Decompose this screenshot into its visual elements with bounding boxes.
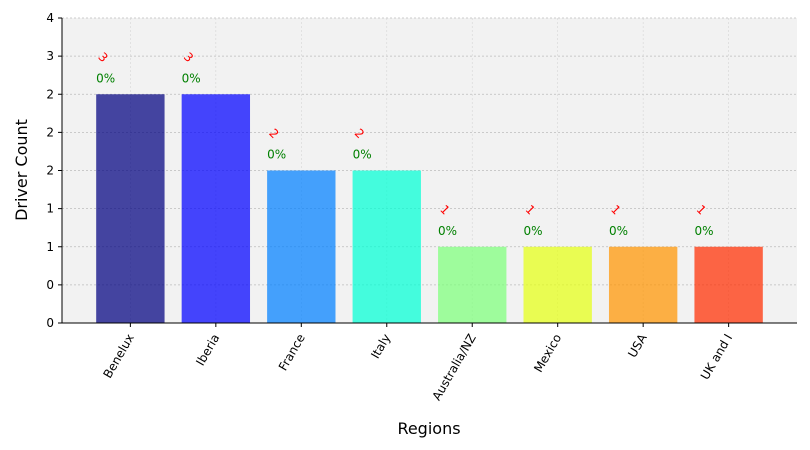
x-tick-label: Australia/NZ xyxy=(430,332,479,403)
y-axis-title: Driver Count xyxy=(12,119,31,221)
x-tick-label: UK and I xyxy=(698,332,735,383)
y-tick-label: 1 xyxy=(46,240,54,254)
percent-label: 0% xyxy=(267,148,286,162)
percent-label: 0% xyxy=(96,71,115,85)
bar-8 xyxy=(694,246,763,323)
bar-6 xyxy=(523,246,592,323)
y-tick-label: 1 xyxy=(46,202,54,216)
x-tick-label: Mexico xyxy=(531,332,564,375)
percent-label: 0% xyxy=(182,71,201,85)
x-tick-group: Benelux Iberia France Italy Australia/NZ Mexi… xyxy=(101,323,735,403)
x-tick-label: France xyxy=(276,332,308,374)
y-tick-label: 0 xyxy=(46,316,54,330)
x-axis-title: Regions xyxy=(397,419,460,438)
x-tick-label: Benelux xyxy=(101,332,137,381)
percent-label: 0% xyxy=(438,224,457,238)
bar-7 xyxy=(608,246,678,323)
y-tick-label: 3 xyxy=(46,49,54,63)
percent-label: 0% xyxy=(524,224,543,238)
x-tick-label: Italy xyxy=(368,332,393,362)
percent-label: 0% xyxy=(609,224,628,238)
x-tick-label: Iberia xyxy=(193,332,222,369)
percent-label: 0% xyxy=(353,148,372,162)
bars-group xyxy=(96,94,763,323)
percent-label: 0% xyxy=(694,224,713,238)
bar-2 xyxy=(181,94,251,323)
bar-3 xyxy=(267,170,336,323)
y-tick-label: 2 xyxy=(46,125,54,139)
bar-4 xyxy=(352,170,421,323)
y-tick-group: 0 0 1 1 2 2 2 3 4 xyxy=(46,11,62,330)
bar-1 xyxy=(96,94,165,323)
bar-5 xyxy=(438,246,507,323)
x-tick-label: USA xyxy=(625,331,650,360)
y-tick-label: 2 xyxy=(46,164,54,178)
y-tick-label: 2 xyxy=(46,87,54,101)
y-tick-label: 4 xyxy=(46,11,54,25)
y-tick-label: 0 xyxy=(46,278,54,292)
